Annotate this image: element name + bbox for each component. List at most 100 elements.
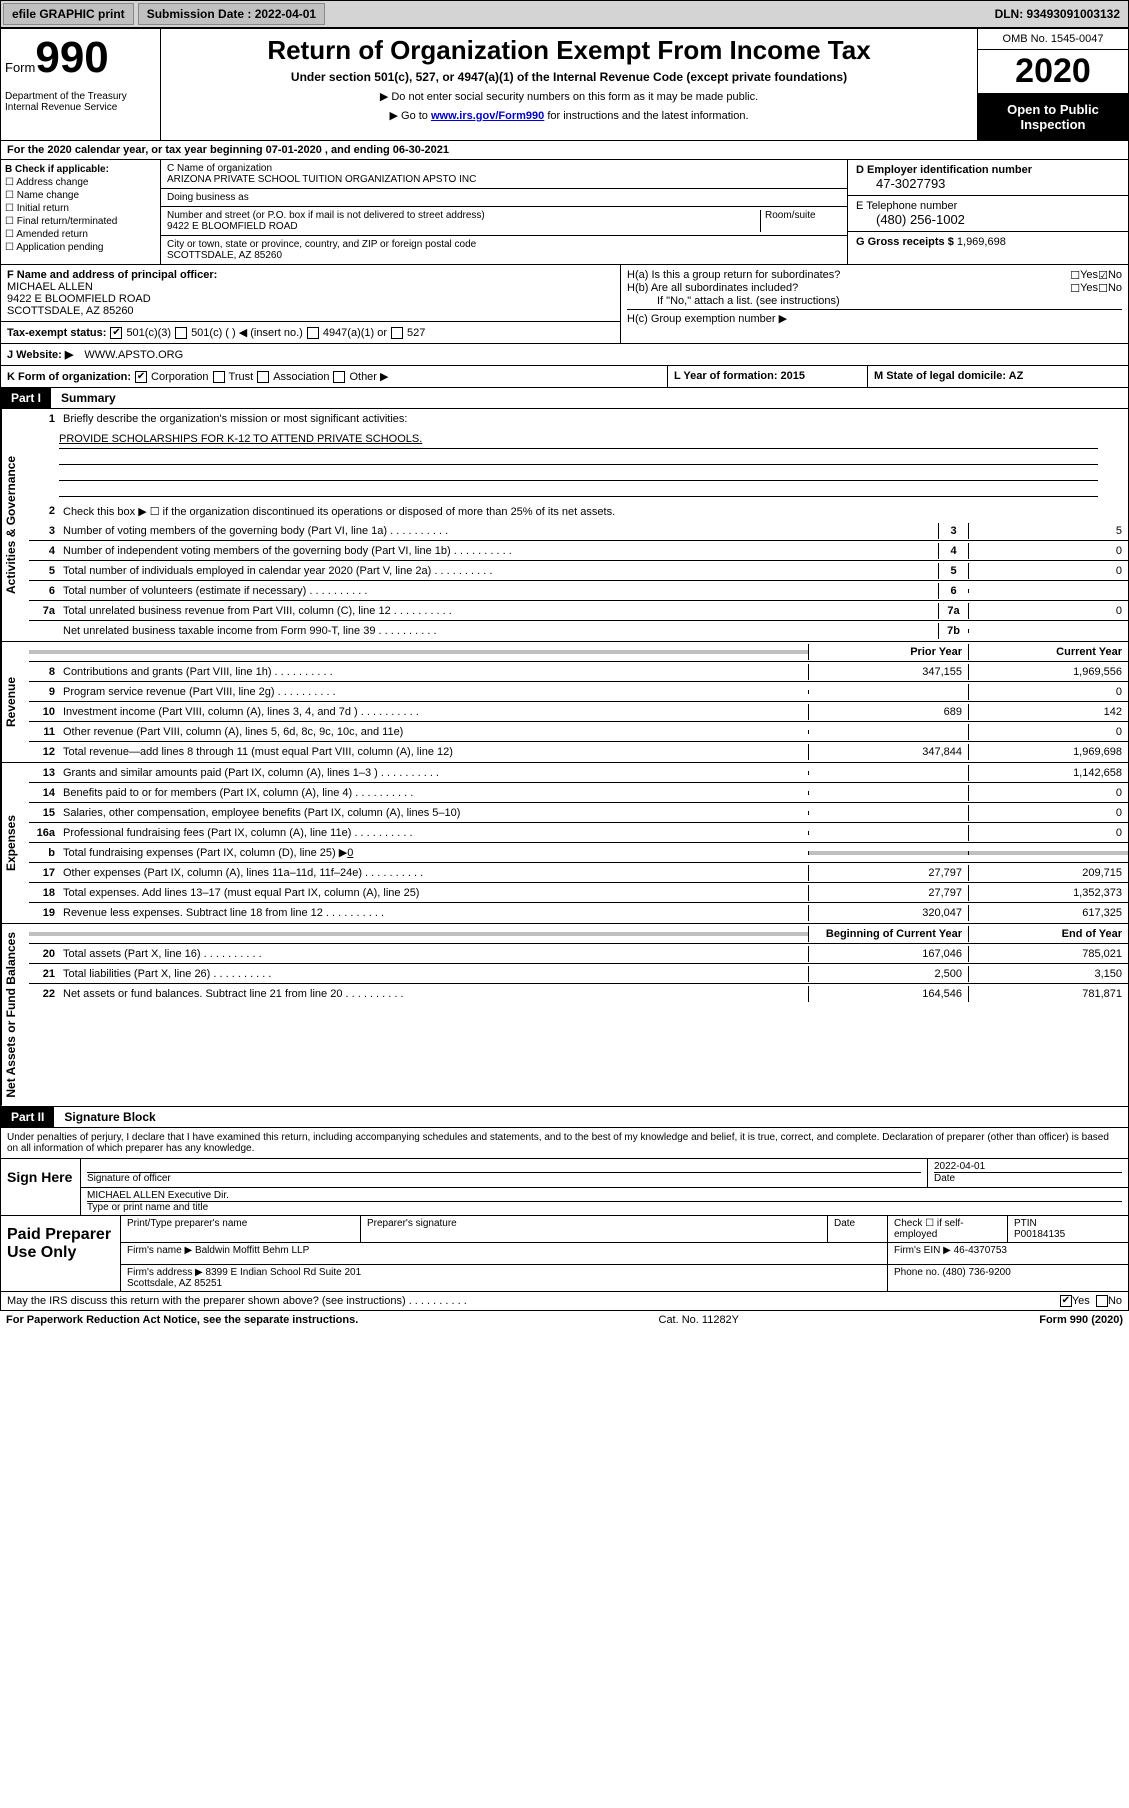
discuss-no[interactable] — [1096, 1295, 1108, 1307]
footer-left: For Paperwork Reduction Act Notice, see … — [6, 1314, 358, 1326]
form-subtitle: Under section 501(c), 527, or 4947(a)(1)… — [167, 70, 971, 84]
phone-val: (480) 256-1002 — [856, 212, 1120, 227]
row-j: J Website: ▶ WWW.APSTO.ORG — [0, 344, 1129, 366]
bcy-hdr: Beginning of Current Year — [808, 926, 968, 942]
box-b-hdr: B Check if applicable: — [5, 164, 156, 175]
hc-lbl: H(c) Group exemption number ▶ — [627, 309, 1122, 325]
l4-desc: Number of independent voting members of … — [59, 543, 938, 559]
l22-e: 781,871 — [968, 986, 1128, 1002]
l1-desc: Briefly describe the organization's miss… — [59, 411, 1128, 427]
l16a-py — [808, 831, 968, 835]
vtab-ag: Activities & Governance — [1, 409, 29, 641]
form-header: Form990 Department of the Treasury Inter… — [0, 28, 1129, 141]
org-name: ARIZONA PRIVATE SCHOOL TUITION ORGANIZAT… — [167, 174, 476, 185]
ha-no[interactable]: No — [1108, 269, 1122, 282]
l6-val — [968, 589, 1128, 593]
signature-block: Under penalties of perjury, I declare th… — [0, 1128, 1129, 1292]
box-d-e-g: D Employer identification number 47-3027… — [848, 160, 1128, 264]
discuss-yes-lbl: Yes — [1072, 1295, 1090, 1307]
mission-blank1 — [59, 449, 1098, 465]
part2-title: Signature Block — [54, 1107, 165, 1127]
l7a-desc: Total unrelated business revenue from Pa… — [59, 603, 938, 619]
hb-yes[interactable]: Yes — [1080, 282, 1098, 295]
firm-ein: Firm's EIN ▶ 46-4370753 — [888, 1243, 1128, 1264]
dln: DLN: 93493091003132 — [987, 4, 1128, 24]
city-lbl: City or town, state or province, country… — [167, 239, 476, 250]
efile-btn[interactable]: efile GRAPHIC print — [3, 3, 134, 25]
l5-desc: Total number of individuals employed in … — [59, 563, 938, 579]
chk-amended[interactable]: ☐ Amended return — [5, 229, 156, 240]
l19-cy: 617,325 — [968, 905, 1128, 921]
l17-py: 27,797 — [808, 865, 968, 881]
form-number: 990 — [35, 33, 108, 82]
box-b: B Check if applicable: ☐ Address change … — [1, 160, 161, 264]
ha-yes[interactable]: Yes — [1080, 269, 1098, 282]
omb-number: OMB No. 1545-0047 — [978, 29, 1128, 50]
row-fgh: F Name and address of principal officer:… — [0, 265, 1129, 344]
chk-501c[interactable] — [175, 327, 187, 339]
l17-cy: 209,715 — [968, 865, 1128, 881]
chk-527[interactable] — [391, 327, 403, 339]
officer-addr1: 9422 E BLOOMFIELD ROAD — [7, 293, 614, 305]
footer-mid: Cat. No. 11282Y — [358, 1314, 1039, 1326]
l16b-cy — [968, 851, 1128, 855]
vtab-exp: Expenses — [1, 763, 29, 923]
chk-assoc[interactable] — [257, 371, 269, 383]
sig-officer-field[interactable]: Signature of officer — [81, 1159, 928, 1187]
box-c: C Name of organization ARIZONA PRIVATE S… — [161, 160, 848, 264]
l11-py — [808, 730, 968, 734]
dba-lbl: Doing business as — [167, 192, 249, 203]
l14-desc: Benefits paid to or for members (Part IX… — [59, 785, 808, 801]
chk-corp[interactable] — [135, 371, 147, 383]
prep-name-hdr: Print/Type preparer's name — [121, 1216, 361, 1242]
py-hdr: Prior Year — [808, 644, 968, 660]
sign-here-row: Sign Here Signature of officer 2022-04-0… — [1, 1158, 1128, 1215]
ha-lbl: H(a) Is this a group return for subordin… — [627, 269, 1070, 282]
l19-desc: Revenue less expenses. Subtract line 18 … — [59, 905, 808, 921]
form-word: Form — [5, 60, 35, 75]
prep-date-hdr: Date — [828, 1216, 888, 1242]
chk-address[interactable]: ☐ Address change — [5, 177, 156, 188]
note2-a: Go to — [401, 110, 431, 122]
l14-py — [808, 791, 968, 795]
l4-val: 0 — [968, 543, 1128, 559]
l21-desc: Total liabilities (Part X, line 26) — [59, 966, 808, 982]
l16a-cy: 0 — [968, 825, 1128, 841]
omb-cell: OMB No. 1545-0047 2020 Open to Public In… — [978, 29, 1128, 140]
chk-name[interactable]: ☐ Name change — [5, 190, 156, 201]
chk-4947[interactable] — [307, 327, 319, 339]
l9-cy: 0 — [968, 684, 1128, 700]
tax-year: 2020 — [978, 50, 1128, 94]
discuss-yes[interactable] — [1060, 1295, 1072, 1307]
tax-status-row: Tax-exempt status: 501(c)(3) 501(c) ( ) … — [1, 322, 620, 343]
chk-other[interactable] — [333, 371, 345, 383]
opt-501c3: 501(c)(3) — [126, 327, 171, 339]
chk-final[interactable]: ☐ Final return/terminated — [5, 216, 156, 227]
prep-lbl: Paid Preparer Use Only — [1, 1216, 121, 1291]
irs-link[interactable]: www.irs.gov/Form990 — [431, 110, 544, 122]
chk-trust[interactable] — [213, 371, 225, 383]
footer: For Paperwork Reduction Act Notice, see … — [0, 1311, 1129, 1329]
chk-initial[interactable]: ☐ Initial return — [5, 203, 156, 214]
cy-hdr: Current Year — [968, 644, 1128, 660]
part2-tab: Part II — [1, 1107, 54, 1127]
l20-e: 785,021 — [968, 946, 1128, 962]
org-addr: 9422 E BLOOMFIELD ROAD — [167, 221, 298, 232]
l7b-desc: Net unrelated business taxable income fr… — [59, 623, 938, 639]
part2-header: Part II Signature Block — [0, 1107, 1129, 1128]
l16b-py — [808, 851, 968, 855]
note2-b: for instructions and the latest informat… — [544, 110, 748, 122]
l17-desc: Other expenses (Part IX, column (A), lin… — [59, 865, 808, 881]
officer-lbl: F Name and address of principal officer: — [7, 269, 614, 281]
l3-val: 5 — [968, 523, 1128, 539]
firm-phone: Phone no. (480) 736-9200 — [888, 1265, 1128, 1291]
l12-py: 347,844 — [808, 744, 968, 760]
l18-py: 27,797 — [808, 885, 968, 901]
hb-no[interactable]: No — [1108, 282, 1122, 295]
eoy-hdr: End of Year — [968, 926, 1128, 942]
l11-desc: Other revenue (Part VIII, column (A), li… — [59, 724, 808, 740]
l21-e: 3,150 — [968, 966, 1128, 982]
chk-pending[interactable]: ☐ Application pending — [5, 242, 156, 253]
box-m: M State of legal domicile: AZ — [868, 366, 1128, 387]
chk-501c3[interactable] — [110, 327, 122, 339]
